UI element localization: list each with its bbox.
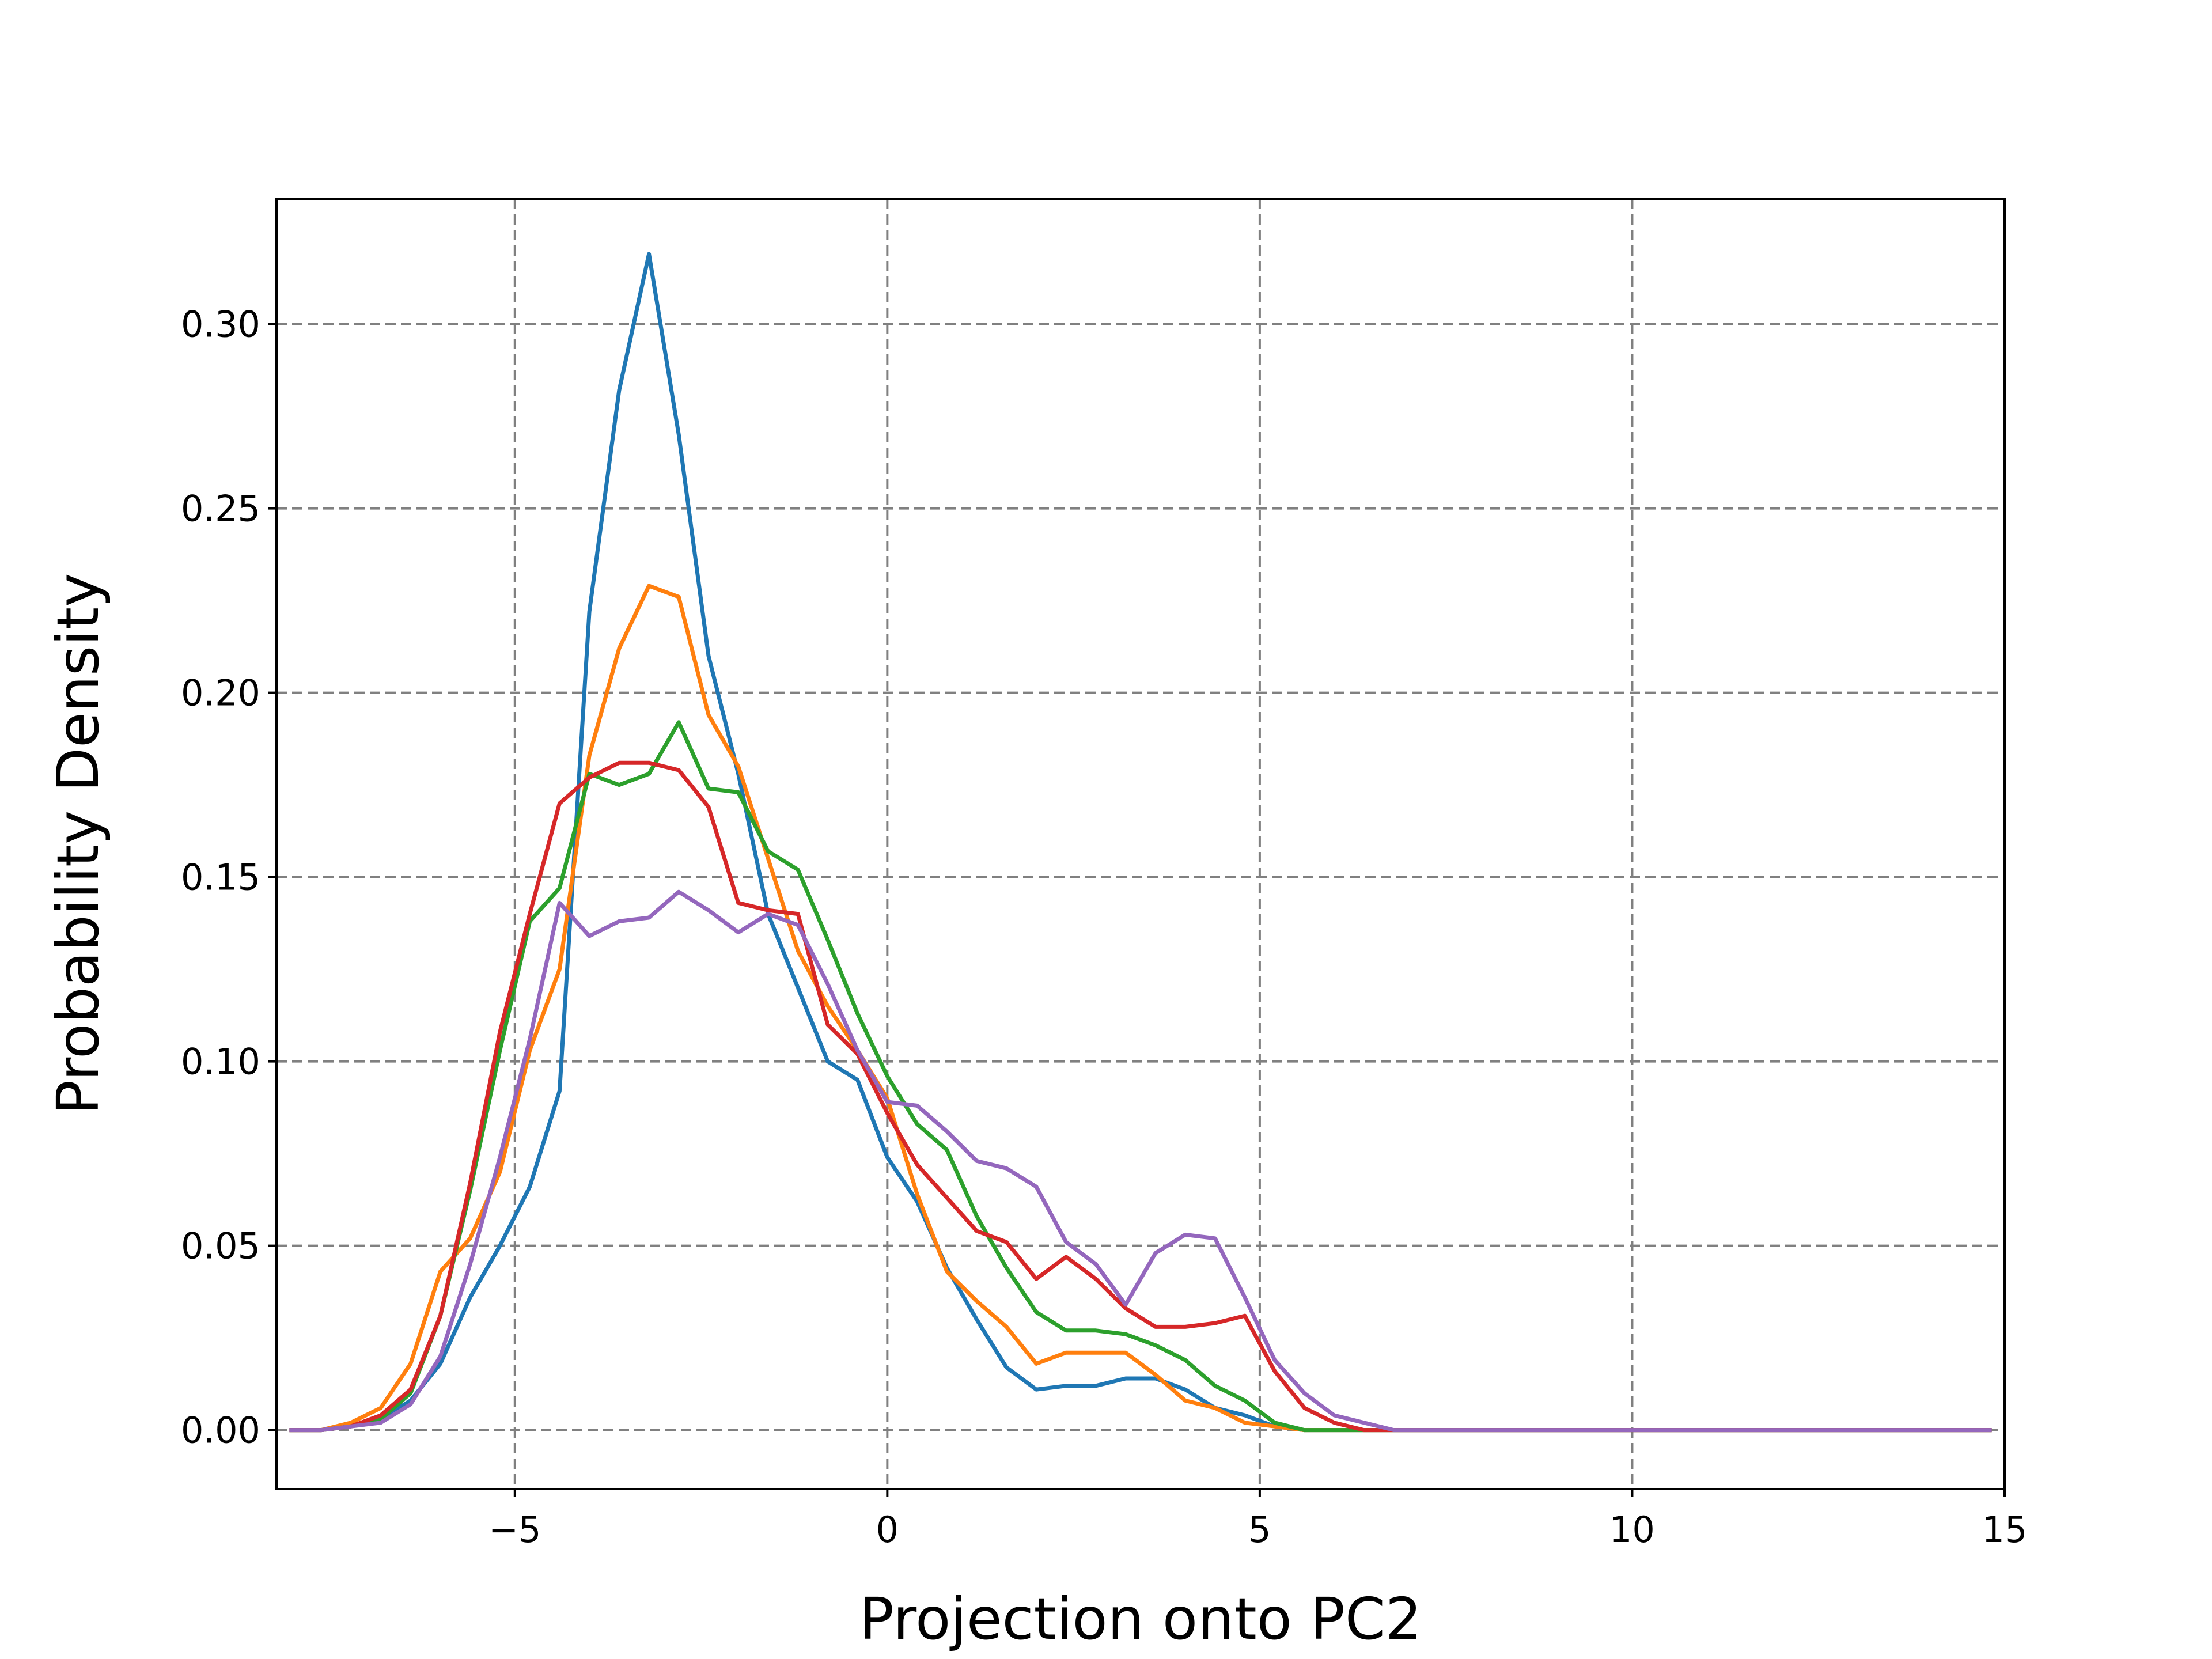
x-tick-label: −5 [488,1509,541,1551]
grid [276,199,2005,1489]
y-tick-label: 0.15 [181,857,260,899]
y-tick-label: 0.05 [181,1225,260,1267]
plot-frame [275,198,2006,1490]
x-axis-ticks: −5 0 5 10 15 [488,1489,2027,1551]
series-line-5 [289,889,1992,1433]
y-tick-label: 0.00 [181,1410,260,1452]
x-axis-label: Projection onto PC2 [859,1585,1422,1653]
x-tick-label: 0 [876,1509,899,1551]
y-tick-label: 0.10 [181,1041,260,1083]
x-tick-label: 10 [1609,1509,1655,1551]
x-tick-label: 5 [1248,1509,1271,1551]
y-tick-label: 0.20 [181,672,260,714]
x-tick-label: 15 [1982,1509,2028,1551]
plot-series [289,252,1992,1433]
y-tick-label: 0.25 [181,488,260,530]
y-tick-label: 0.30 [181,304,260,346]
y-axis-label: Probability Density [44,573,112,1115]
y-axis-ticks: 0.00 0.05 0.10 0.15 0.20 0.25 0.30 [181,304,276,1452]
